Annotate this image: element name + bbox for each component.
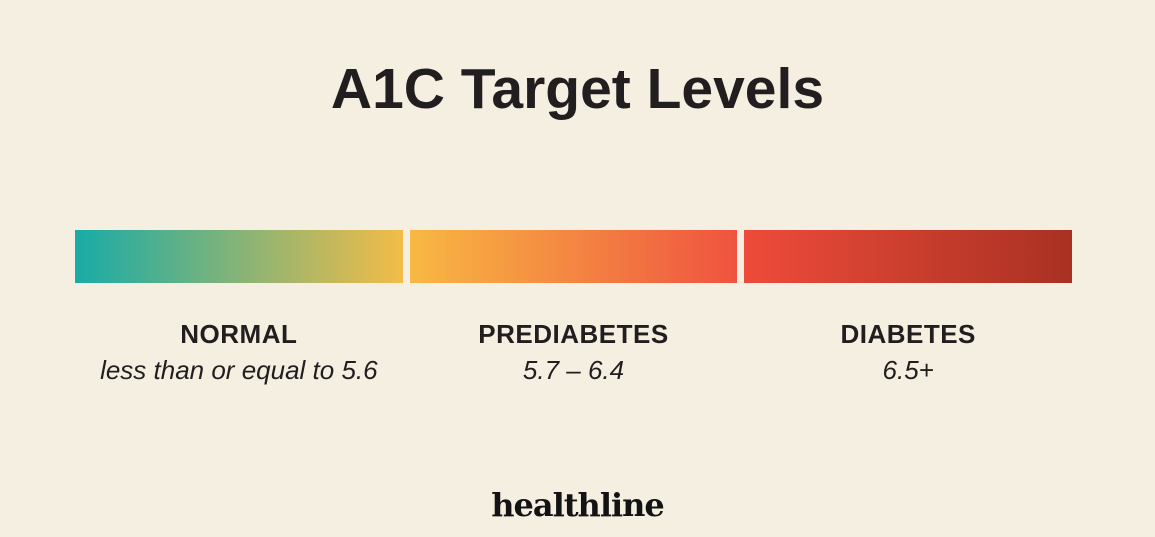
gradient-bar-diabetes [744,230,1073,283]
segment-range-prediabetes: 5.7 – 6.4 [522,355,625,385]
segment-range-normal: less than or equal to 5.6 [100,355,378,385]
segment-normal: NORMAL less than or equal to 5.6 [75,230,403,386]
segment-label-diabetes: DIABETES [840,319,976,349]
healthline-logo: healthline [491,486,665,524]
gradient-bar-normal [75,230,403,283]
segment-range-diabetes: 6.5+ [882,355,934,385]
a1c-scale: NORMAL less than or equal to 5.6 PREDIAB… [75,230,1073,386]
segment-diabetes: DIABETES 6.5+ [744,230,1073,386]
segment-label-prediabetes: PREDIABETES [478,319,669,349]
page-title: A1C Target Levels [330,57,825,121]
gradient-bar-prediabetes [409,230,738,283]
segment-prediabetes: PREDIABETES 5.7 – 6.4 [409,230,738,386]
segment-label-normal: NORMAL [180,319,298,349]
